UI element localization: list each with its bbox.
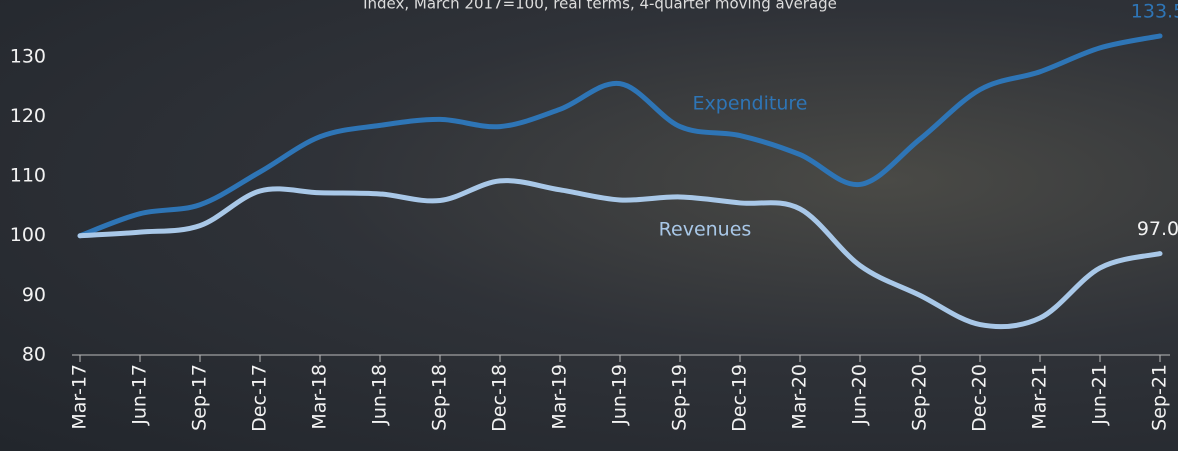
x-tick-label: Sep-18 bbox=[429, 364, 451, 431]
series-label: Expenditure bbox=[693, 93, 808, 115]
x-tick-label: Mar-21 bbox=[1029, 364, 1051, 430]
x-tick-label: Dec-20 bbox=[969, 364, 991, 432]
x-tick-label: Mar-18 bbox=[309, 364, 331, 430]
x-tick-label: Sep-19 bbox=[669, 364, 691, 431]
x-tick-label: Sep-17 bbox=[189, 364, 211, 431]
chart-subtitle: Index, March 2017=100, real terms, 4-qua… bbox=[363, 0, 837, 13]
y-tick-label: 110 bbox=[10, 165, 46, 187]
x-tick-label: Dec-17 bbox=[249, 364, 271, 432]
y-tick-label: 90 bbox=[22, 284, 46, 306]
y-tick-label: 130 bbox=[10, 45, 46, 67]
x-tick-label: Jun-17 bbox=[129, 364, 151, 426]
x-tick-label: Mar-19 bbox=[549, 364, 571, 430]
value-label: 133.5 bbox=[1131, 0, 1178, 22]
x-tick-label: Jun-19 bbox=[609, 364, 631, 426]
x-tick-label: Mar-20 bbox=[789, 364, 811, 430]
y-tick-label: 80 bbox=[22, 344, 46, 366]
x-tick-label: Jun-18 bbox=[369, 364, 391, 426]
x-tick-label: Sep-20 bbox=[909, 364, 931, 431]
x-tick-label: Mar-17 bbox=[69, 364, 91, 430]
series-label: Revenues bbox=[659, 219, 752, 241]
x-tick-label: Sep-21 bbox=[1149, 364, 1171, 431]
x-tick-label: Jun-21 bbox=[1089, 364, 1111, 426]
value-label: 97.0 bbox=[1137, 218, 1178, 240]
x-tick-label: Jun-20 bbox=[849, 364, 871, 426]
y-tick-label: 100 bbox=[10, 224, 46, 246]
x-tick-label: Dec-19 bbox=[729, 364, 751, 432]
x-tick-label: Dec-18 bbox=[489, 364, 511, 432]
y-tick-label: 120 bbox=[10, 105, 46, 127]
line bbox=[77, 33, 1163, 239]
line bbox=[77, 178, 1163, 330]
